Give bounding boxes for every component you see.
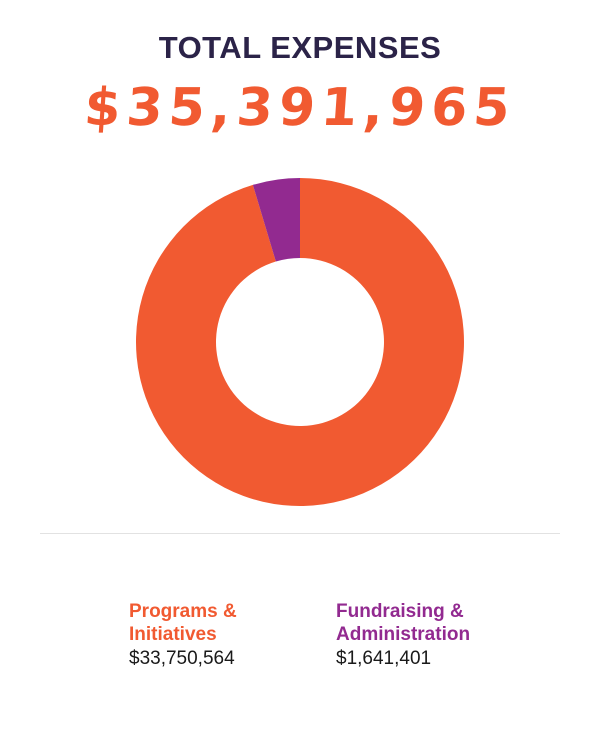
donut-slice-programs <box>135 178 464 506</box>
legend-value-programs: $33,750,564 <box>129 648 235 669</box>
legend-value-fundraising: $1,641,401 <box>336 648 432 669</box>
legend-label-programs-line2: Initiatives <box>129 624 217 645</box>
legend-item-programs: Programs & Initiatives $33,750,564 <box>129 600 349 670</box>
legend-label-fundraising-line2: Administration <box>336 624 471 645</box>
legend-label-programs-line1: Programs & <box>129 601 237 622</box>
donut-slice-fundraising <box>252 178 300 262</box>
divider <box>40 533 560 534</box>
legend-label-fundraising: Fundraising & Administration <box>336 600 556 646</box>
legend-label-fundraising-line1: Fundraising & <box>336 601 464 622</box>
legend-item-fundraising: Fundraising & Administration $1,641,401 <box>336 600 556 670</box>
page-title: TOTAL EXPENSES <box>158 30 442 65</box>
legend-label-programs: Programs & Initiatives <box>129 600 349 646</box>
